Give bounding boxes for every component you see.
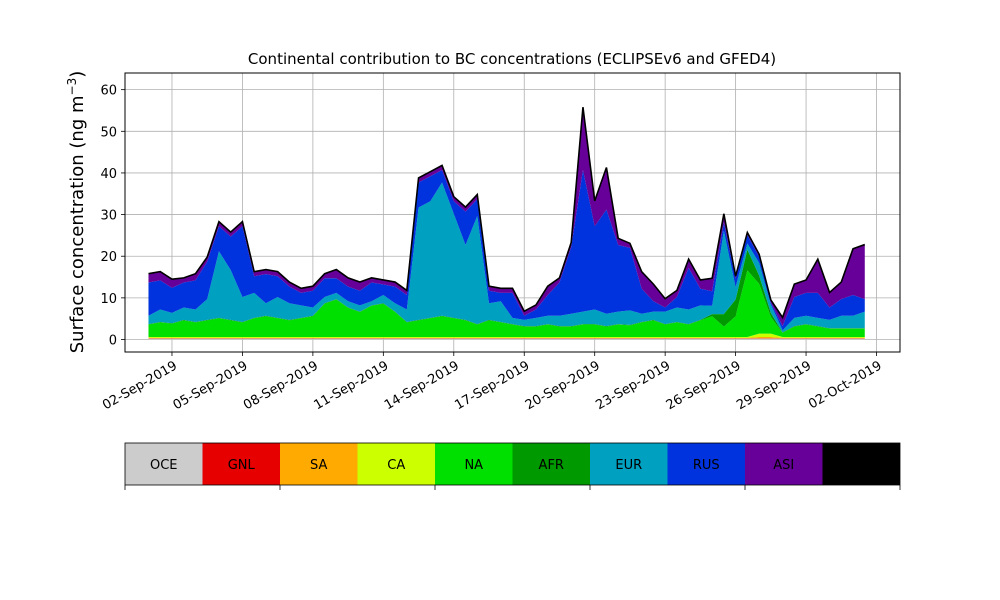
- legend-swatch-oce: [125, 443, 203, 485]
- y-axis-label-main: Surface concentration (ng m: [67, 95, 88, 353]
- legend-label-afr: AFR: [539, 458, 564, 473]
- legend-swatch-gnl: [202, 443, 280, 485]
- legend-swatch-aus: [822, 443, 900, 485]
- y-tick-label: 30: [100, 209, 117, 224]
- legend-label-rus: RUS: [693, 458, 720, 473]
- x-tick-label: 02-Oct-2019: [806, 358, 884, 412]
- area-ca: [148, 333, 865, 338]
- legend: OCE GNL SA CA NA AFR EUR RUS ASI AUS: [124, 442, 901, 490]
- legend-swatch-asi: [745, 443, 823, 485]
- area-asi: [148, 107, 865, 327]
- y-tick-label: 20: [100, 250, 117, 265]
- legend-label-eur: EUR: [615, 458, 642, 473]
- legend-swatch-rus: [667, 443, 745, 485]
- y-axis-label: Surface concentration (ng m−3): [65, 71, 88, 354]
- y-tick-label: 10: [100, 292, 117, 307]
- legend-label-ca: CA: [387, 458, 405, 473]
- x-tick-label: 08-Sep-2019: [241, 358, 321, 413]
- stacked-areas: [148, 107, 866, 340]
- y-tick-label: 60: [100, 84, 117, 99]
- legend-label-sa: SA: [310, 458, 327, 473]
- legend-label-oce: OCE: [150, 458, 178, 473]
- x-tick-label: 02-Sep-2019: [100, 358, 180, 413]
- legend-swatch-sa: [280, 443, 358, 485]
- legend-swatch-na: [435, 443, 513, 485]
- legend-label-gnl: GNL: [228, 458, 256, 473]
- y-tick-label: 40: [100, 167, 117, 182]
- area-rus: [148, 170, 865, 331]
- y-axis-label-close: ): [67, 71, 88, 78]
- legend-swatch-afr: [512, 443, 590, 485]
- x-tick-label: 17-Sep-2019: [452, 358, 532, 413]
- x-tick-label: 23-Sep-2019: [593, 358, 673, 413]
- x-tick-label: 26-Sep-2019: [664, 358, 744, 413]
- y-axis-label-exponent: −3: [65, 78, 79, 96]
- chart-title: Continental contribution to BC concentra…: [248, 50, 776, 68]
- legend-label-aus: AUS: [848, 458, 875, 473]
- area-sa: [148, 337, 865, 339]
- y-tick-label: 0: [109, 334, 117, 349]
- area-na: [148, 270, 865, 338]
- x-tick-label: 05-Sep-2019: [171, 358, 251, 413]
- x-axis: 02-Sep-201905-Sep-201908-Sep-201911-Sep-…: [100, 352, 885, 413]
- axes-frame: [124, 72, 901, 353]
- x-tick-label: 20-Sep-2019: [523, 358, 603, 413]
- plot-frame: [124, 72, 901, 353]
- area-eur: [148, 182, 865, 333]
- legend-swatch-ca: [357, 443, 435, 485]
- y-tick-label: 50: [100, 125, 117, 140]
- area-oce: [148, 338, 865, 340]
- legend-label-asi: ASI: [773, 458, 794, 473]
- x-tick-label: 14-Sep-2019: [382, 358, 462, 413]
- legend-swatch-eur: [590, 443, 668, 485]
- x-tick-label: 11-Sep-2019: [312, 358, 392, 413]
- legend-label-na: NA: [464, 458, 483, 473]
- y-axis: 0 10 20 30 40 50 60: [100, 84, 125, 349]
- total-line: [148, 107, 866, 320]
- x-tick-label: 29-Sep-2019: [734, 358, 814, 413]
- legend-frame: [124, 442, 901, 486]
